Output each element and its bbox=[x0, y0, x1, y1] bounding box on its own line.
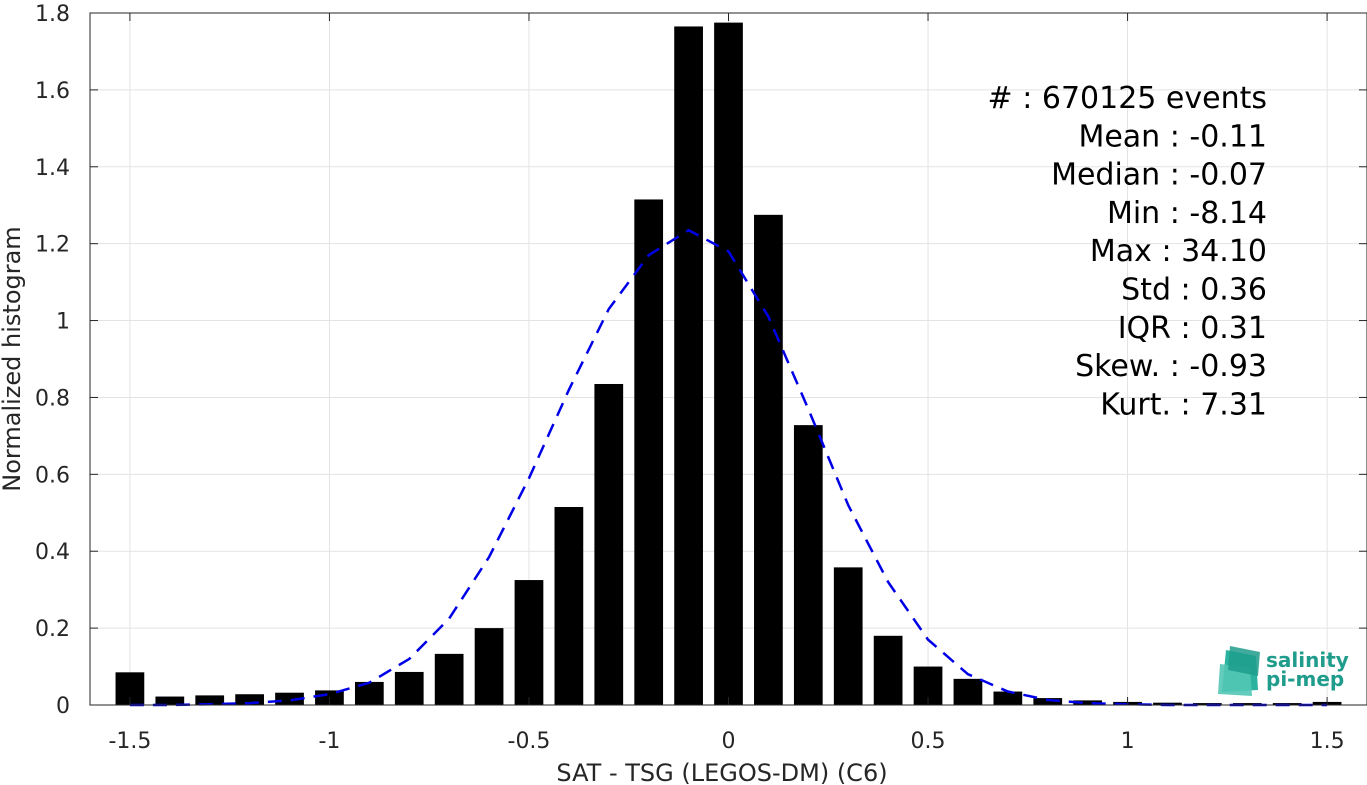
histogram-bar bbox=[953, 678, 983, 705]
x-tick-label: 0.5 bbox=[911, 729, 946, 754]
x-tick-label: -1.5 bbox=[108, 729, 151, 754]
histogram-bar bbox=[754, 214, 783, 706]
histogram-bar bbox=[155, 696, 185, 705]
histogram-bar bbox=[594, 383, 624, 705]
stat-line: Mean : -0.11 bbox=[1078, 119, 1267, 154]
y-tick-label: 1.6 bbox=[35, 79, 70, 104]
logo-line1: salinity bbox=[1266, 648, 1349, 672]
histogram-bar bbox=[195, 695, 225, 705]
histogram-bar bbox=[514, 580, 544, 705]
stat-line: Min : -8.14 bbox=[1107, 196, 1267, 231]
stat-line: IQR : 0.31 bbox=[1118, 311, 1267, 346]
x-tick-label: 0 bbox=[722, 729, 736, 754]
histogram-bars bbox=[115, 22, 1342, 706]
x-tick-label: 1 bbox=[1121, 729, 1135, 754]
histogram-bar bbox=[793, 425, 823, 705]
x-tick-label: 1.5 bbox=[1310, 729, 1345, 754]
y-tick-label: 0 bbox=[56, 694, 70, 719]
histogram-bar bbox=[434, 653, 464, 705]
stat-line: # : 670125 events bbox=[988, 81, 1267, 116]
stat-line: Median : -0.07 bbox=[1051, 158, 1267, 193]
stat-line: Max : 34.10 bbox=[1090, 234, 1267, 269]
x-tick-label: -1 bbox=[318, 729, 340, 754]
histogram-bar bbox=[554, 507, 584, 705]
histogram-bar bbox=[1232, 703, 1262, 705]
y-tick-label: 0.8 bbox=[35, 386, 70, 411]
histogram-bar bbox=[1033, 698, 1063, 705]
histogram-bar bbox=[235, 694, 264, 705]
y-tick-label: 1.8 bbox=[35, 2, 70, 27]
stat-line: Std : 0.36 bbox=[1121, 273, 1267, 308]
histogram-bar bbox=[354, 681, 384, 705]
histogram-bar bbox=[275, 692, 304, 705]
y-axis-title: Normalized histogram bbox=[0, 226, 26, 491]
y-tick-label: 0.2 bbox=[35, 617, 70, 642]
salinity-pi-mep-logo: salinity pi-mep bbox=[1218, 646, 1349, 696]
histogram-bar bbox=[873, 635, 903, 705]
histogram-bar bbox=[1073, 700, 1103, 705]
y-tick-label: 0.6 bbox=[35, 463, 70, 488]
histogram-bar bbox=[714, 22, 743, 706]
y-tick-label: 0.4 bbox=[35, 540, 70, 565]
axis-ticks bbox=[90, 12, 1367, 706]
histogram-bar bbox=[394, 671, 424, 705]
y-tick-labels: 0 0.2 0.4 0.6 0.8 1 1.2 1.4 1.6 1.8 bbox=[35, 2, 70, 719]
x-tick-labels: -1.5 -1 -0.5 0 0.5 1 1.5 bbox=[108, 729, 1344, 754]
x-tick-label: -0.5 bbox=[508, 729, 551, 754]
histogram-bar bbox=[634, 199, 664, 705]
stat-line: Kurt. : 7.31 bbox=[1100, 387, 1267, 422]
logo-line2: pi-mep bbox=[1266, 667, 1344, 691]
histogram-bar bbox=[833, 567, 863, 705]
histogram-bar bbox=[474, 628, 504, 705]
histogram-bar bbox=[993, 691, 1023, 705]
y-tick-label: 1 bbox=[56, 310, 70, 335]
y-tick-label: 1.2 bbox=[35, 233, 70, 258]
logo-mark-icon bbox=[1218, 646, 1260, 696]
x-axis-title: SAT - TSG (LEGOS-DM) (C6) bbox=[556, 759, 887, 785]
y-tick-label: 1.4 bbox=[35, 156, 70, 181]
stat-line: Skew. : -0.93 bbox=[1075, 349, 1267, 384]
histogram-bar bbox=[674, 26, 703, 705]
